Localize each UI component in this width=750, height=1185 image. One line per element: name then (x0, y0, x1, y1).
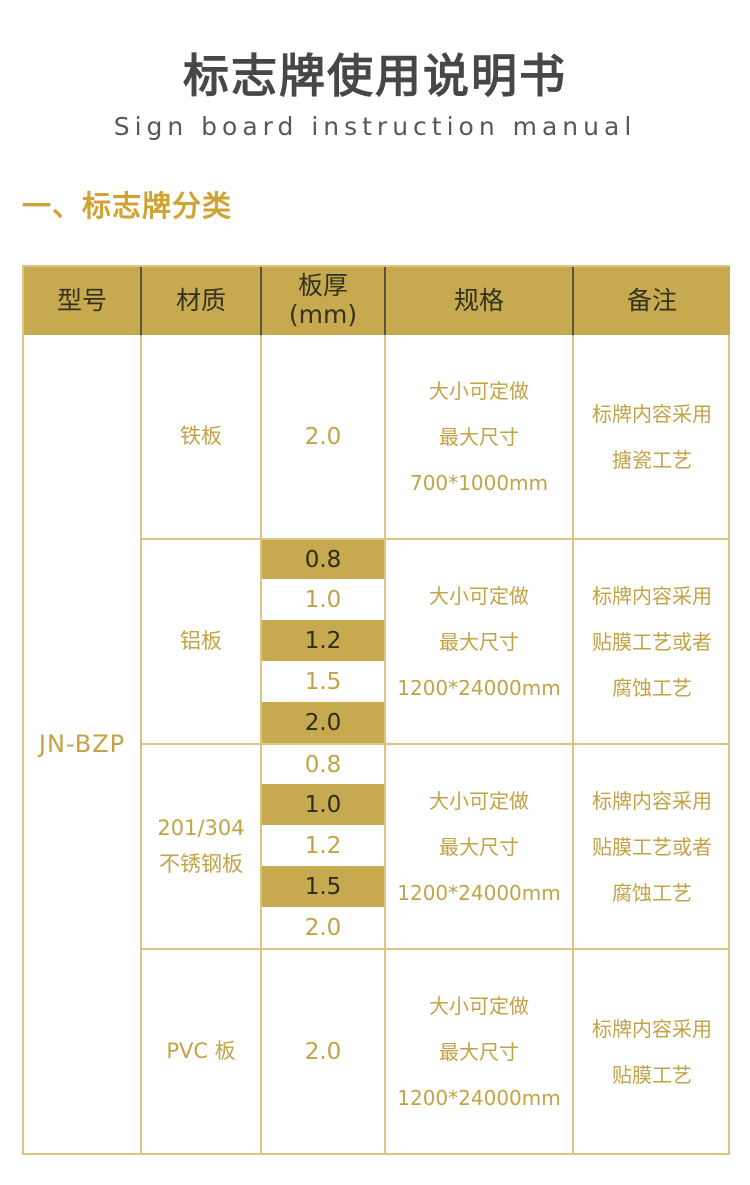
classification-table: 型号 材质 板厚 (mm) 规格 备注 JN-BZP 铁板 2.0 大小可定做 … (22, 265, 730, 1155)
remark-line: 腐蚀工艺 (612, 880, 692, 905)
remark-line: 搪瓷工艺 (612, 447, 692, 472)
spec-line: 大小可定做 (429, 583, 529, 608)
spec-line: 1200*24000mm (397, 880, 561, 905)
model-cell: JN-BZP (38, 730, 126, 758)
spec-line: 大小可定做 (429, 993, 529, 1018)
spec-cell-stainless: 大小可定做 最大尺寸 1200*24000mm (384, 743, 572, 948)
col-header-model: 型号 (24, 267, 140, 335)
remark-cell-aluminum: 标牌内容采用 贴膜工艺或者 腐蚀工艺 (572, 538, 730, 743)
col-header-material: 材质 (140, 267, 260, 335)
spec-line: 700*1000mm (409, 470, 549, 495)
page-subtitle: Sign board instruction manual (113, 112, 637, 141)
thickness-cell: 1.2 (260, 825, 384, 866)
spec-line: 1200*24000mm (397, 675, 561, 700)
remark-cell-pvc: 标牌内容采用 贴膜工艺 (572, 948, 730, 1153)
thickness-cell: 1.5 (260, 661, 384, 702)
material-cell-stainless: 201/304 不锈钢板 (140, 743, 260, 948)
spec-line: 1200*24000mm (397, 1085, 561, 1110)
spec-line: 最大尺寸 (439, 424, 519, 449)
remark-line: 标牌内容采用 (592, 401, 712, 426)
thickness-cell: 1.2 (260, 620, 384, 661)
col-header-thickness: 板厚 (mm) (260, 267, 384, 335)
remark-line: 标牌内容采用 (592, 788, 712, 813)
page-title: 标志牌使用说明书 (183, 49, 567, 103)
thickness-cell: 0.8 (260, 538, 384, 579)
remark-line: 标牌内容采用 (592, 583, 712, 608)
material-cell-iron: 铁板 (140, 335, 260, 538)
spec-line: 最大尺寸 (439, 834, 519, 859)
thickness-cell: 0.8 (260, 743, 384, 784)
remark-line: 贴膜工艺或者 (592, 834, 712, 859)
thickness-cell: 2.0 (260, 335, 384, 538)
col-header-spec: 规格 (384, 267, 572, 335)
spec-cell-aluminum: 大小可定做 最大尺寸 1200*24000mm (384, 538, 572, 743)
spec-line: 最大尺寸 (439, 629, 519, 654)
thickness-cell: 1.0 (260, 784, 384, 825)
remark-line: 标牌内容采用 (592, 1016, 712, 1041)
thickness-cell: 1.5 (260, 866, 384, 907)
thickness-cell: 2.0 (260, 907, 384, 948)
material-cell-pvc: PVC 板 (140, 948, 260, 1153)
thickness-cell: 1.0 (260, 579, 384, 620)
remark-line: 腐蚀工艺 (612, 675, 692, 700)
section-heading: 一、标志牌分类 (22, 189, 233, 223)
material-cell-aluminum: 铝板 (140, 538, 260, 743)
thickness-cell: 2.0 (260, 948, 384, 1153)
remark-cell-stainless: 标牌内容采用 贴膜工艺或者 腐蚀工艺 (572, 743, 730, 948)
page: 标志牌使用说明书 Sign board instruction manual 一… (0, 40, 750, 1185)
col-header-thickness-line1: 板厚 (297, 271, 348, 301)
spec-cell-iron: 大小可定做 最大尺寸 700*1000mm (384, 335, 572, 538)
col-header-remark: 备注 (572, 267, 730, 335)
spec-line: 最大尺寸 (439, 1039, 519, 1064)
spec-line: 大小可定做 (429, 788, 529, 813)
remark-cell-iron: 标牌内容采用 搪瓷工艺 (572, 335, 730, 538)
remark-line: 贴膜工艺 (612, 1062, 692, 1087)
spec-cell-pvc: 大小可定做 最大尺寸 1200*24000mm (384, 948, 572, 1153)
col-header-thickness-line2: (mm) (288, 300, 358, 329)
thickness-cell: 2.0 (260, 702, 384, 743)
spec-line: 大小可定做 (429, 378, 529, 403)
remark-line: 贴膜工艺或者 (592, 629, 712, 654)
